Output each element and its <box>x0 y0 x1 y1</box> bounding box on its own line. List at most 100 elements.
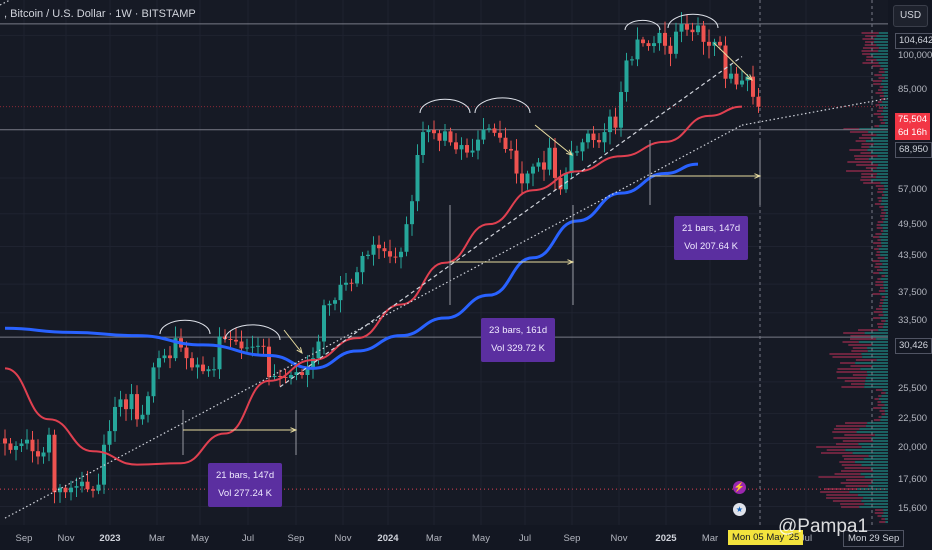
measure-range-arrow-head <box>290 427 298 433</box>
volume-profile-bar <box>846 170 873 172</box>
volume-profile-bar <box>876 44 888 46</box>
projection-arrow-head <box>746 74 753 81</box>
volume-profile-bar <box>881 275 886 277</box>
volume-profile-bar <box>869 146 888 148</box>
volume-profile-bar <box>865 41 874 43</box>
volume-profile-bar <box>858 341 888 343</box>
candle-body <box>333 300 337 304</box>
volume-profile-bar <box>883 323 888 325</box>
volume-profile-bar <box>837 368 861 370</box>
volume-profile-bar <box>878 71 885 73</box>
candle-body <box>707 41 711 46</box>
time-tick: Sep <box>287 533 305 544</box>
volume-profile-bar <box>832 356 863 358</box>
volume-profile-bar <box>880 215 885 217</box>
candle-body <box>569 152 574 174</box>
volume-profile-bar <box>849 131 869 133</box>
candle-body <box>630 59 634 61</box>
volume-profile-bar <box>858 443 888 445</box>
volume-profile-bar <box>872 440 888 442</box>
volume-profile-bar <box>881 515 888 517</box>
candle-body <box>294 372 299 376</box>
pattern-arc <box>474 97 531 114</box>
volume-profile-bar <box>877 155 888 157</box>
candle-body <box>195 364 200 368</box>
measure-box-2[interactable]: 23 bars, 161d Vol 329.72 K <box>481 318 556 362</box>
volume-profile-bar <box>820 491 850 493</box>
volume-profile-bar <box>829 353 862 355</box>
candle-body <box>393 256 398 258</box>
volume-profile-bar <box>881 320 886 322</box>
candle-body <box>30 439 35 452</box>
volume-profile-bar <box>879 104 888 106</box>
volume-profile-bar <box>885 212 888 214</box>
candle-body <box>201 364 205 372</box>
volume-profile-bar <box>884 215 888 217</box>
candle-body <box>162 355 167 359</box>
volume-profile-bar <box>882 101 888 103</box>
volume-profile-bar <box>885 275 888 277</box>
candle-body <box>608 116 612 133</box>
volume-profile-bar <box>876 224 881 226</box>
measure-box-3[interactable]: 21 bars, 147d Vol 207.64 K <box>674 216 749 260</box>
candle-body <box>283 376 288 378</box>
volume-profile-bar <box>882 191 888 193</box>
volume-profile-bar <box>879 86 884 88</box>
measure-range-arrow-head <box>754 173 762 179</box>
currency-button[interactable]: USD <box>893 5 928 27</box>
volume-profile-bar <box>885 296 888 298</box>
candle-body <box>641 39 645 44</box>
measure-box-1[interactable]: 21 bars, 147d Vol 277.24 K <box>208 463 283 507</box>
volume-profile-bar <box>844 434 875 436</box>
candle-body <box>58 487 62 493</box>
candle-body <box>756 96 761 107</box>
candle-body <box>74 486 79 488</box>
volume-profile-bar <box>842 341 859 343</box>
volume-profile-bar <box>877 239 881 241</box>
volume-profile-bar <box>873 83 881 85</box>
volume-profile-bar <box>860 179 871 181</box>
volume-profile-bar <box>872 170 888 172</box>
volume-profile-bar <box>879 206 885 208</box>
ma-slow-line <box>4 162 699 370</box>
candle-body <box>245 347 249 349</box>
volume-profile-bar <box>877 89 882 91</box>
volume-profile-bar <box>877 278 881 280</box>
candle-body <box>646 43 651 47</box>
volume-profile-bar <box>874 248 879 250</box>
volume-profile-bar <box>867 422 888 424</box>
candle-body <box>470 150 475 153</box>
volume-profile-bar <box>879 125 888 127</box>
candle-body <box>514 150 519 174</box>
lightning-icon[interactable]: ⚡ <box>733 481 746 494</box>
measure-bars: 23 bars, 161d <box>489 325 548 336</box>
price-level-104642: 104,642 <box>895 33 932 49</box>
candle-body <box>437 133 442 141</box>
volume-profile-bar <box>867 149 888 151</box>
volume-profile-bar <box>881 518 885 520</box>
candle-body <box>415 154 420 202</box>
volume-profile-bar <box>878 314 884 316</box>
candle-body <box>509 148 513 151</box>
volume-profile-bar <box>879 266 888 268</box>
candle-body <box>448 131 453 143</box>
volume-profile-bar <box>883 119 888 121</box>
volume-profile-bar <box>881 212 886 214</box>
volume-profile-bar <box>878 416 882 418</box>
candle-body <box>690 29 695 33</box>
candle-body <box>212 369 216 371</box>
candle-body <box>19 443 24 447</box>
candle-body <box>173 338 178 359</box>
volume-profile-bar <box>874 512 884 514</box>
volume-profile-bar <box>874 434 888 436</box>
us-flag-icon[interactable]: ★ <box>733 503 746 516</box>
candle-body <box>657 32 662 44</box>
candle-body <box>558 177 563 190</box>
candle-body <box>41 452 46 457</box>
volume-profile-bar <box>870 467 888 469</box>
candle-body <box>652 43 656 47</box>
candle-body <box>113 406 117 432</box>
volume-profile-bar <box>849 149 868 151</box>
candle-body <box>531 166 535 174</box>
